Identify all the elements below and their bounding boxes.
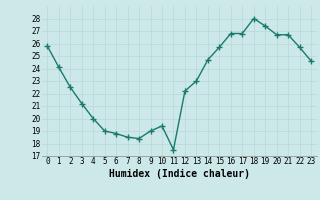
X-axis label: Humidex (Indice chaleur): Humidex (Indice chaleur)	[109, 169, 250, 179]
